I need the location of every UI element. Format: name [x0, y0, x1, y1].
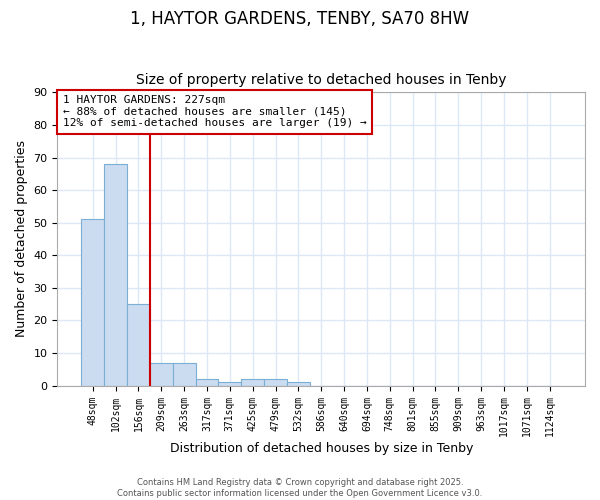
Bar	[287, 382, 310, 386]
Title: Size of property relative to detached houses in Tenby: Size of property relative to detached ho…	[136, 73, 506, 87]
Bar	[82, 220, 104, 386]
Y-axis label: Number of detached properties: Number of detached properties	[15, 140, 28, 338]
Text: Contains HM Land Registry data © Crown copyright and database right 2025.
Contai: Contains HM Land Registry data © Crown c…	[118, 478, 482, 498]
Bar	[196, 379, 218, 386]
Text: 1, HAYTOR GARDENS, TENBY, SA70 8HW: 1, HAYTOR GARDENS, TENBY, SA70 8HW	[130, 10, 470, 28]
X-axis label: Distribution of detached houses by size in Tenby: Distribution of detached houses by size …	[170, 442, 473, 455]
Bar	[150, 363, 173, 386]
Bar	[241, 379, 264, 386]
Text: 1 HAYTOR GARDENS: 227sqm
← 88% of detached houses are smaller (145)
12% of semi-: 1 HAYTOR GARDENS: 227sqm ← 88% of detach…	[62, 96, 367, 128]
Bar	[127, 304, 150, 386]
Bar	[218, 382, 241, 386]
Bar	[104, 164, 127, 386]
Bar	[264, 379, 287, 386]
Bar	[173, 363, 196, 386]
